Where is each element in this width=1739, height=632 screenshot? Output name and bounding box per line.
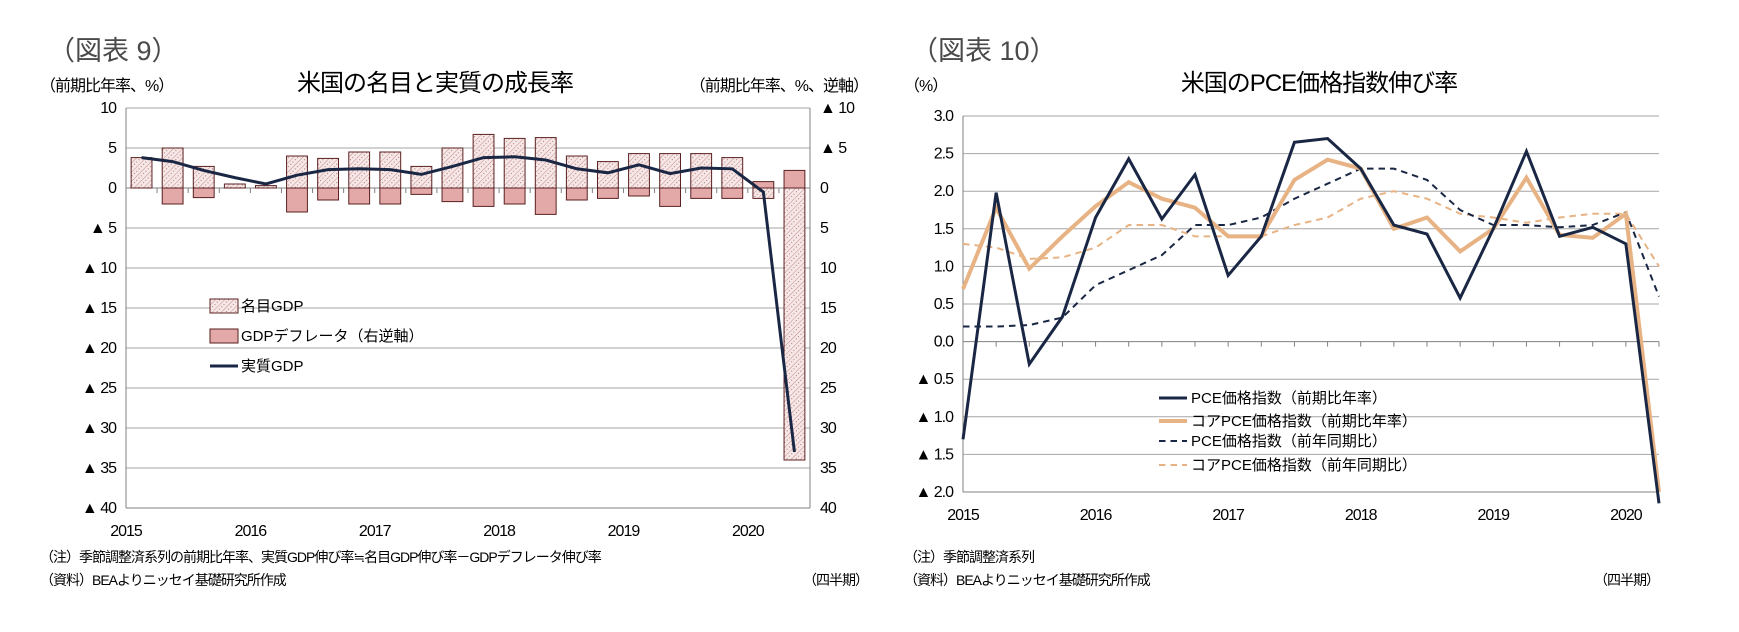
svg-text:（四半期）: （四半期） <box>803 572 868 588</box>
svg-text:2017: 2017 <box>359 523 392 540</box>
svg-text:▲ 2.0: ▲ 2.0 <box>915 484 954 501</box>
svg-text:米国のPCE価格指数伸び率: 米国のPCE価格指数伸び率 <box>1181 70 1457 97</box>
svg-text:2015: 2015 <box>947 507 980 524</box>
svg-text:2019: 2019 <box>608 523 641 540</box>
svg-text:20: 20 <box>820 340 837 357</box>
svg-text:15: 15 <box>820 300 837 317</box>
svg-text:3.0: 3.0 <box>934 108 954 125</box>
svg-text:▲ 20: ▲ 20 <box>82 340 117 357</box>
svg-text:GDPデフレータ（右逆軸）: GDPデフレータ（右逆軸） <box>241 327 424 345</box>
svg-text:▲ 0.5: ▲ 0.5 <box>915 371 954 388</box>
svg-text:▲ 30: ▲ 30 <box>82 420 117 437</box>
svg-text:▲ 5: ▲ 5 <box>90 220 117 237</box>
svg-text:1.5: 1.5 <box>934 221 954 238</box>
svg-text:35: 35 <box>820 460 837 477</box>
svg-text:▲ 25: ▲ 25 <box>82 380 117 397</box>
svg-text:実質GDP: 実質GDP <box>241 357 304 375</box>
svg-text:▲ 1.0: ▲ 1.0 <box>915 409 954 426</box>
svg-text:2019: 2019 <box>1477 507 1510 524</box>
svg-text:コアPCE価格指数（前年同期比）: コアPCE価格指数（前年同期比） <box>1191 457 1417 474</box>
svg-text:2015: 2015 <box>110 523 143 540</box>
svg-text:▲ 5: ▲ 5 <box>820 140 847 157</box>
svg-text:名目GDP: 名目GDP <box>241 298 304 315</box>
svg-text:▲ 10: ▲ 10 <box>820 100 855 117</box>
svg-text:▲ 15: ▲ 15 <box>82 300 117 317</box>
svg-text:5: 5 <box>108 140 117 157</box>
svg-text:10: 10 <box>100 100 117 117</box>
svg-text:▲ 40: ▲ 40 <box>82 500 117 517</box>
svg-text:▲ 35: ▲ 35 <box>82 460 117 477</box>
svg-text:（四半期）: （四半期） <box>1594 572 1659 588</box>
svg-text:40: 40 <box>820 500 837 517</box>
svg-text:（資料）BEAよりニッセイ基礎研究所作成: （資料）BEAよりニッセイ基礎研究所作成 <box>904 572 1151 588</box>
svg-text:（注）季節調整済系列: （注）季節調整済系列 <box>904 549 1034 565</box>
svg-text:0: 0 <box>108 180 117 197</box>
svg-text:2.0: 2.0 <box>934 183 954 200</box>
svg-text:▲ 10: ▲ 10 <box>82 260 117 277</box>
svg-text:（図表 9）: （図表 9） <box>48 36 179 66</box>
svg-text:0.0: 0.0 <box>934 334 954 351</box>
svg-text:PCE価格指数（前年同期比）: PCE価格指数（前年同期比） <box>1191 433 1387 450</box>
svg-text:（%）: （%） <box>904 77 947 95</box>
svg-text:0: 0 <box>820 180 829 197</box>
svg-text:2018: 2018 <box>483 523 516 540</box>
svg-text:PCE価格指数（前期比年率）: PCE価格指数（前期比年率） <box>1191 390 1387 407</box>
svg-text:25: 25 <box>820 380 837 397</box>
svg-text:（前期比年率、%）: （前期比年率、%） <box>40 77 173 95</box>
svg-text:（注）季節調整済系列の前期比年率、実質GDP伸び率≒名目GD: （注）季節調整済系列の前期比年率、実質GDP伸び率≒名目GDP伸び率－GDPデフ… <box>40 549 602 565</box>
svg-text:1.0: 1.0 <box>934 258 954 275</box>
svg-text:▲ 1.5: ▲ 1.5 <box>915 446 954 463</box>
svg-text:（図表 10）: （図表 10） <box>911 36 1057 66</box>
svg-text:5: 5 <box>820 220 829 237</box>
svg-text:2020: 2020 <box>1610 507 1643 524</box>
svg-text:2016: 2016 <box>235 523 268 540</box>
svg-text:（前期比年率、%、逆軸）: （前期比年率、%、逆軸） <box>690 77 868 95</box>
svg-text:2.5: 2.5 <box>934 146 954 163</box>
svg-text:2016: 2016 <box>1080 507 1113 524</box>
svg-text:10: 10 <box>820 260 837 277</box>
svg-text:0.5: 0.5 <box>934 296 954 313</box>
svg-text:2020: 2020 <box>732 523 765 540</box>
svg-text:2017: 2017 <box>1212 507 1245 524</box>
svg-text:（資料）BEAよりニッセイ基礎研究所作成: （資料）BEAよりニッセイ基礎研究所作成 <box>40 572 287 588</box>
svg-text:コアPCE価格指数（前期比年率）: コアPCE価格指数（前期比年率） <box>1191 413 1417 430</box>
svg-text:米国の名目と実質の成長率: 米国の名目と実質の成長率 <box>297 70 573 97</box>
svg-text:2018: 2018 <box>1345 507 1378 524</box>
svg-text:30: 30 <box>820 420 837 437</box>
